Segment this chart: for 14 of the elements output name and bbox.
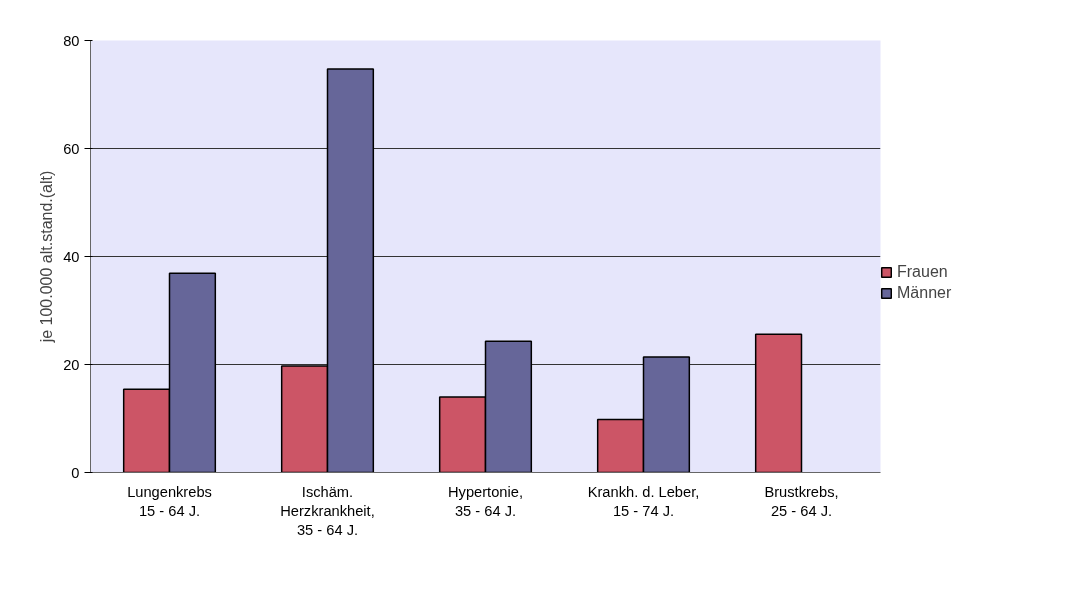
- y-tick-label: 0: [71, 464, 80, 481]
- x-tick-label: Brustkrebs, 25 - 64 J.: [764, 483, 839, 519]
- y-tick-label: 60: [63, 140, 80, 157]
- y-tick-label: 80: [63, 32, 80, 49]
- x-tick-label: Hypertonie, 35 - 64 J.: [448, 483, 523, 519]
- bar: [754, 333, 803, 473]
- y-tick-label: 20: [63, 356, 80, 373]
- x-tick-label: Lungenkrebs 15 - 64 J.: [127, 483, 212, 519]
- legend-label: Frauen: [897, 263, 948, 281]
- x-tick-label: Ischäm. Herzkrankheit, 35 - 64 J.: [280, 483, 375, 538]
- legend-label: Männer: [897, 284, 952, 302]
- y-axis-title: je 100.000 alt.stand.(alt): [38, 170, 56, 344]
- y-tick-label: 40: [63, 248, 80, 265]
- x-tick-label: Krankh. d. Leber, 15 - 74 J.: [587, 483, 700, 519]
